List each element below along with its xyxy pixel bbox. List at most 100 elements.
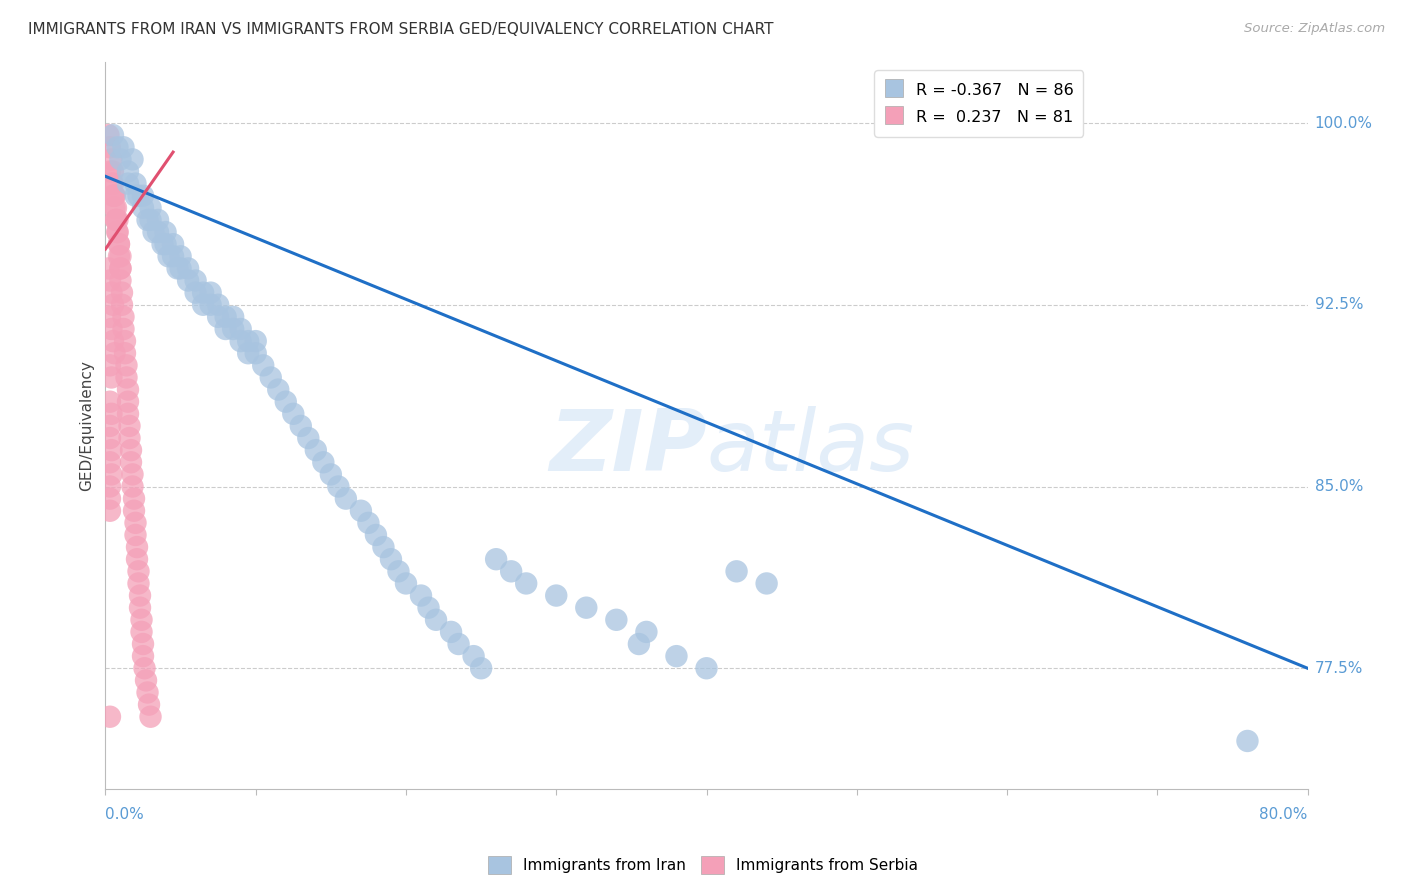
- Point: [110, 261, 132, 276]
- Point: [101, 334, 124, 348]
- Point: [152, 237, 174, 252]
- Point: [112, 140, 135, 154]
- Text: Source: ZipAtlas.com: Source: ZipAtlas.com: [1244, 22, 1385, 36]
- Point: [222, 310, 245, 324]
- Point: [98, 455, 121, 469]
- Point: [97, 261, 120, 276]
- Point: [139, 213, 162, 227]
- Point: [274, 394, 297, 409]
- Point: [121, 153, 143, 167]
- Point: [312, 455, 335, 469]
- Point: [132, 649, 155, 664]
- Text: 85.0%: 85.0%: [1315, 479, 1362, 494]
- Point: [98, 710, 121, 724]
- Point: [125, 552, 148, 566]
- Point: [200, 298, 222, 312]
- Point: [100, 153, 122, 167]
- Point: [117, 407, 139, 421]
- Point: [463, 649, 485, 664]
- Point: [122, 504, 145, 518]
- Point: [124, 528, 146, 542]
- Point: [98, 359, 121, 373]
- Point: [98, 504, 121, 518]
- Point: [118, 431, 141, 445]
- Text: ZIP: ZIP: [548, 406, 707, 489]
- Point: [245, 346, 267, 360]
- Point: [128, 576, 150, 591]
- Point: [191, 298, 214, 312]
- Text: 80.0%: 80.0%: [1260, 807, 1308, 822]
- Point: [120, 455, 142, 469]
- Point: [501, 565, 523, 579]
- Point: [107, 225, 129, 239]
- Point: [98, 491, 121, 506]
- Point: [515, 576, 537, 591]
- Point: [108, 249, 131, 263]
- Point: [111, 285, 134, 300]
- Point: [100, 177, 122, 191]
- Point: [238, 334, 260, 348]
- Point: [125, 540, 148, 554]
- Point: [98, 431, 121, 445]
- Point: [103, 201, 125, 215]
- Point: [132, 201, 155, 215]
- Point: [627, 637, 650, 651]
- Point: [132, 637, 155, 651]
- Point: [110, 249, 132, 263]
- Point: [121, 467, 143, 482]
- Point: [115, 370, 138, 384]
- Point: [146, 225, 169, 239]
- Point: [177, 261, 200, 276]
- Point: [725, 565, 748, 579]
- Point: [214, 322, 236, 336]
- Point: [425, 613, 447, 627]
- Point: [100, 285, 122, 300]
- Point: [117, 177, 139, 191]
- Point: [103, 346, 125, 360]
- Point: [112, 310, 135, 324]
- Point: [139, 710, 162, 724]
- Point: [142, 225, 165, 239]
- Point: [111, 298, 134, 312]
- Text: 100.0%: 100.0%: [1315, 116, 1372, 130]
- Point: [335, 491, 357, 506]
- Text: 77.5%: 77.5%: [1315, 661, 1362, 676]
- Point: [297, 431, 319, 445]
- Point: [229, 334, 252, 348]
- Point: [115, 359, 138, 373]
- Point: [117, 164, 139, 178]
- Point: [101, 128, 124, 142]
- Point: [103, 188, 125, 202]
- Point: [245, 334, 267, 348]
- Point: [118, 418, 141, 433]
- Point: [124, 177, 146, 191]
- Point: [350, 504, 373, 518]
- Point: [252, 359, 274, 373]
- Point: [98, 394, 121, 409]
- Point: [117, 383, 139, 397]
- Text: atlas: atlas: [707, 406, 914, 489]
- Point: [100, 407, 122, 421]
- Point: [387, 565, 409, 579]
- Point: [136, 213, 159, 227]
- Point: [131, 613, 153, 627]
- Point: [155, 237, 177, 252]
- Point: [319, 467, 342, 482]
- Point: [485, 552, 508, 566]
- Point: [98, 164, 121, 178]
- Point: [207, 310, 229, 324]
- Text: 92.5%: 92.5%: [1315, 297, 1362, 312]
- Point: [107, 140, 129, 154]
- Point: [98, 418, 121, 433]
- Point: [177, 273, 200, 287]
- Point: [98, 479, 121, 493]
- Point: [101, 164, 124, 178]
- Point: [418, 600, 440, 615]
- Point: [122, 491, 145, 506]
- Point: [114, 334, 136, 348]
- Point: [129, 600, 152, 615]
- Point: [98, 140, 121, 154]
- Point: [104, 213, 127, 227]
- Point: [636, 624, 658, 639]
- Point: [214, 310, 236, 324]
